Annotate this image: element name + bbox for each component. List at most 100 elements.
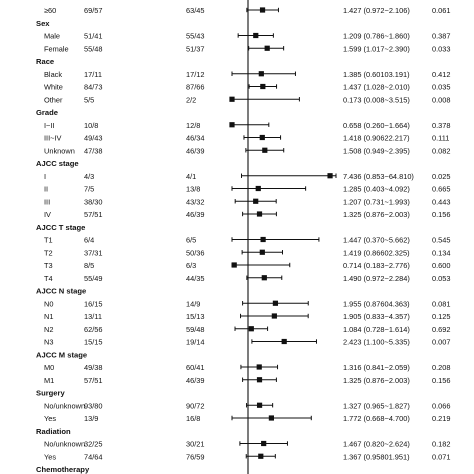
hazard-ratio-point xyxy=(256,402,263,408)
hazard-ratio-ci: 1.285 (0.403~4.092) xyxy=(343,185,410,194)
hazard-ratio-point xyxy=(281,338,287,345)
subgroup-header: AJCC stage xyxy=(36,159,79,168)
hazard-ratio-ci: 1.955 (0.87604.363) xyxy=(343,299,410,308)
group1-count: 17/11 xyxy=(84,70,102,79)
hazard-ratio-ci: 1.367 (0.95801.951) xyxy=(343,452,410,461)
group2-count: 2/2 xyxy=(186,95,196,104)
hazard-ratio-ci: 1.508 (0.949~2.395) xyxy=(343,146,410,155)
hazard-ratio-ci: 0.173 (0.008~3.515) xyxy=(343,95,410,104)
p-value: 0.443 xyxy=(432,197,451,206)
group1-count: 8/5 xyxy=(84,261,94,270)
p-value: 0.156 xyxy=(432,376,451,385)
p-value: 0.208 xyxy=(432,363,451,372)
hazard-ratio-point xyxy=(248,326,254,332)
subgroup-label: I xyxy=(44,172,46,181)
hazard-ratio-ci: 1.490 (0.972~2.284) xyxy=(343,274,410,283)
p-value: 0.412 xyxy=(432,70,451,79)
group2-count: 30/21 xyxy=(186,440,205,449)
p-value: 0.082 xyxy=(432,146,451,155)
group1-count: 6/4 xyxy=(84,236,94,245)
group2-count: 13/8 xyxy=(186,185,200,194)
hazard-ratio-ci: 1.316 (0.841~2.059) xyxy=(343,363,410,372)
group1-count: 55/48 xyxy=(84,44,103,53)
hazard-ratio-point xyxy=(259,134,265,141)
p-value: 0.008 xyxy=(432,95,451,104)
hazard-ratio-point xyxy=(253,32,259,39)
hazard-ratio-point xyxy=(253,198,259,204)
hazard-ratio-point xyxy=(259,249,265,255)
group2-count: 44/35 xyxy=(186,274,205,283)
subgroup-header: Grade xyxy=(36,108,58,117)
hazard-ratio-point xyxy=(261,275,267,281)
subgroup-label: II xyxy=(44,185,48,194)
group1-count: 84/73 xyxy=(84,83,103,92)
hazard-ratio-ci: 1.599 (1.017~2.390) xyxy=(343,44,410,53)
group2-count: 55/43 xyxy=(186,32,205,41)
hazard-ratio-ci: 2.423 (1.100~5.335) xyxy=(343,338,410,347)
subgroup-label: Yes xyxy=(44,414,56,423)
hazard-ratio-point xyxy=(258,71,264,77)
hazard-ratio-point xyxy=(229,122,235,128)
group1-count: 4/3 xyxy=(84,172,94,181)
subgroup-label: IV xyxy=(44,210,51,219)
hazard-ratio-point xyxy=(264,45,270,51)
hazard-ratio-point xyxy=(261,440,267,447)
group2-count: 59/48 xyxy=(186,325,205,334)
hazard-ratio-ci: 1.084 (0.728~1.614) xyxy=(343,325,410,334)
hazard-ratio-point xyxy=(272,300,279,306)
hazard-ratio-point xyxy=(260,83,266,90)
subgroup-label: Unknown xyxy=(44,146,75,155)
p-value: 0.134 xyxy=(432,248,451,257)
subgroup-label: M1 xyxy=(44,376,54,385)
p-value: 0.066 xyxy=(432,401,451,410)
p-value: 0.692 xyxy=(432,325,451,334)
subgroup-label: III xyxy=(44,197,50,206)
group1-count: 32/25 xyxy=(84,440,103,449)
group1-count: 49/43 xyxy=(84,134,103,143)
subgroup-header: AJCC M stage xyxy=(36,350,87,359)
group2-count: 90/72 xyxy=(186,401,205,410)
p-value: 0.665 xyxy=(432,185,451,194)
group2-count: 16/8 xyxy=(186,414,200,423)
p-value: 0.035 xyxy=(432,83,451,92)
subgroup-label: Yes xyxy=(44,452,56,461)
group1-count: 74/64 xyxy=(84,452,103,461)
group1-count: 47/38 xyxy=(84,146,103,155)
hazard-ratio-point xyxy=(229,96,235,102)
subgroup-label: N1 xyxy=(44,312,53,321)
subgroup-label: III~IV xyxy=(44,134,62,143)
subgroup-label: No/unknown xyxy=(44,401,85,410)
subgroup-label: I~II xyxy=(44,121,54,130)
group2-count: 76/59 xyxy=(186,452,205,461)
subgroup-label: N0 xyxy=(44,299,53,308)
hazard-ratio-point xyxy=(256,211,263,217)
subgroup-label: Female xyxy=(44,44,69,53)
hazard-ratio-point xyxy=(262,147,268,153)
hazard-ratio-ci: 1.385 (0.60103.191) xyxy=(343,70,410,79)
subgroup-header: Race xyxy=(36,57,54,66)
subgroup-header: Chemotherapy xyxy=(36,465,90,474)
p-value: 0.156 xyxy=(432,210,451,219)
hazard-ratio-ci: 1.209 (0.786~1.860) xyxy=(343,32,410,41)
group1-count: 5/5 xyxy=(84,95,94,104)
group2-count: 51/37 xyxy=(186,44,205,53)
hazard-ratio-point xyxy=(231,262,237,268)
subgroup-header: Sex xyxy=(36,19,50,28)
group1-count: 13/11 xyxy=(84,312,102,321)
hazard-ratio-point xyxy=(327,173,333,179)
subgroup-header: Surgery xyxy=(36,389,65,398)
group2-count: 19/14 xyxy=(186,338,205,347)
subgroup-header: AJCC N stage xyxy=(36,287,86,296)
subgroup-label: T2 xyxy=(44,248,53,257)
hazard-ratio-point xyxy=(258,453,264,459)
p-value: 0.378 xyxy=(432,121,451,130)
group1-count: 13/9 xyxy=(84,414,98,423)
subgroup-label: White xyxy=(44,83,63,92)
group1-count: 69/57 xyxy=(84,6,103,15)
group1-count: 57/51 xyxy=(84,376,103,385)
subgroup-header: Radiation xyxy=(36,427,71,436)
group2-count: 46/39 xyxy=(186,146,205,155)
group2-count: 43/32 xyxy=(186,197,205,206)
hazard-ratio-ci: 0.714 (0.183~2.776) xyxy=(343,261,410,270)
